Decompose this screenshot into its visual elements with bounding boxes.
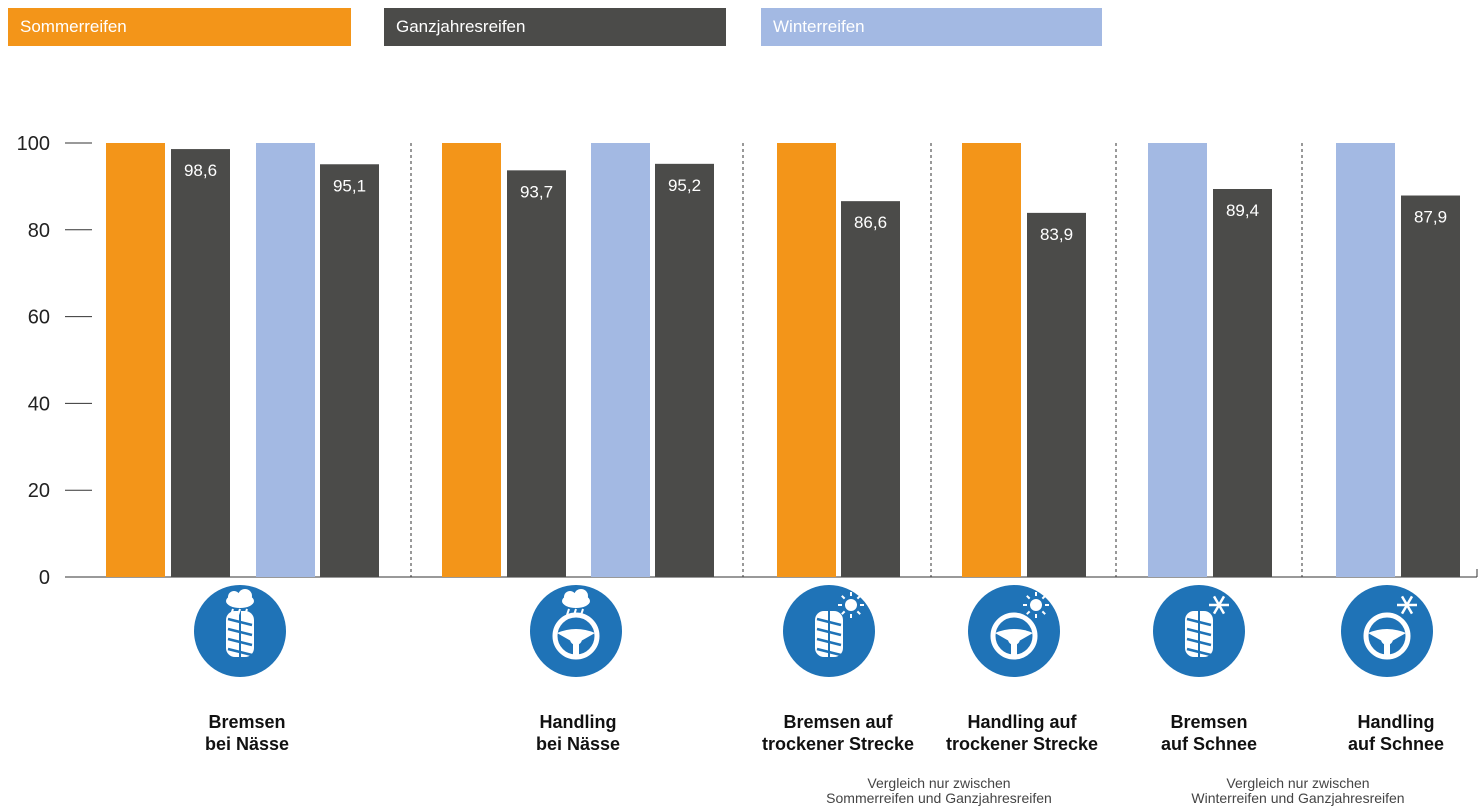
steering-wheel-snow-icon <box>1341 585 1433 677</box>
bar-ganzjahresreifen <box>171 149 230 578</box>
bar-winterreifen <box>1148 143 1207 577</box>
bar-winterreifen <box>591 143 650 577</box>
category-label-handling-naesse: Handling bei Nässe <box>468 711 688 755</box>
y-tick-label: 40 <box>28 393 50 415</box>
bar-value-label: 93,7 <box>520 182 553 201</box>
legend-label-sommerreifen: Sommerreifen <box>20 17 127 36</box>
tire-rain-icon <box>194 585 286 677</box>
legend-item-winterreifen: Winterreifen <box>761 8 1102 46</box>
bar-ganzjahresreifen <box>320 164 379 578</box>
bar-value-label: 95,2 <box>668 176 701 195</box>
note-sommer-ganzjahr: Vergleich nur zwischen Sommerreifen und … <box>789 776 1089 806</box>
category-label-line2: auf Schnee <box>1347 734 1445 754</box>
category-label-handling-schnee: Handling auf Schnee <box>1286 711 1483 755</box>
bar-value-label: 87,9 <box>1414 208 1447 227</box>
bar-ganzjahresreifen <box>1401 195 1460 577</box>
bar-sommerreifen <box>962 143 1021 577</box>
bar-winterreifen <box>256 143 315 577</box>
bar-value-label: 86,6 <box>854 213 887 232</box>
legend-label-winterreifen: Winterreifen <box>773 17 865 36</box>
bar-ganzjahresreifen <box>841 201 900 577</box>
legend-item-sommerreifen: Sommerreifen <box>8 8 351 46</box>
steering-wheel-rain-icon <box>530 585 622 677</box>
bar-ganzjahresreifen <box>507 170 566 578</box>
category-label-line1: Bremsen <box>1170 712 1248 732</box>
bar-sommerreifen <box>106 143 165 577</box>
note-line1: Vergleich nur zwischen <box>1226 775 1370 791</box>
bar-ganzjahresreifen <box>1213 189 1272 577</box>
chart-category-icons <box>194 585 1433 677</box>
category-label-bremsen-schnee: Bremsen auf Schnee <box>1099 711 1319 755</box>
bar-value-label: 83,9 <box>1040 225 1073 244</box>
category-label-line2: bei Nässe <box>204 734 290 754</box>
category-label-line1: Handling <box>539 712 617 732</box>
note-line2: Sommerreifen und Ganzjahresreifen <box>826 790 1052 806</box>
category-label-line2: trockener Strecke <box>945 734 1099 754</box>
bar-value-label: 98,6 <box>184 161 217 180</box>
category-label-line1: Bremsen auf <box>783 712 893 732</box>
chart-bars: 98,6 95,1 93,7 95,2 86,6 83,9 89,4 87,9 <box>106 143 1460 578</box>
note-winter-ganzjahr: Vergleich nur zwischen Winterreifen und … <box>1148 776 1448 806</box>
y-tick-label: 0 <box>39 567 50 589</box>
bar-value-label: 95,1 <box>333 176 366 195</box>
category-label-line1: Handling <box>1357 712 1435 732</box>
bar-ganzjahresreifen <box>1027 212 1086 577</box>
bar-winterreifen <box>1336 143 1395 577</box>
note-line2: Winterreifen und Ganzjahresreifen <box>1191 790 1405 806</box>
note-line1: Vergleich nur zwischen <box>867 775 1011 791</box>
category-label-bremsen-trocken: Bremsen auf trockener Strecke <box>728 711 948 755</box>
category-label-line2: trockener Strecke <box>761 734 915 754</box>
bar-ganzjahresreifen <box>655 163 714 577</box>
tire-sun-icon <box>783 585 875 677</box>
y-tick-label: 80 <box>28 220 50 242</box>
legend-label-ganzjahresreifen: Ganzjahresreifen <box>396 17 526 36</box>
bar-sommerreifen <box>777 143 836 577</box>
bar-value-label: 89,4 <box>1226 201 1259 220</box>
y-tick-label: 100 <box>17 133 50 155</box>
category-label-line2: auf Schnee <box>1160 734 1258 754</box>
steering-wheel-sun-icon <box>968 585 1060 677</box>
category-label-bremsen-naesse: Bremsen bei Nässe <box>137 711 357 755</box>
tire-snow-icon <box>1153 585 1245 677</box>
category-label-line1: Handling auf <box>967 712 1077 732</box>
y-tick-label: 60 <box>28 307 50 329</box>
category-label-line2: bei Nässe <box>535 734 621 754</box>
bar-sommerreifen <box>442 143 501 577</box>
bar-chart: 0 20 40 60 80 100 98,6 95,1 93,7 95,2 86,6 83,9 89,… <box>17 133 1478 677</box>
y-tick-label: 20 <box>28 480 50 502</box>
category-label-handling-trocken: Handling auf trockener Strecke <box>912 711 1132 755</box>
category-label-line1: Bremsen <box>208 712 286 732</box>
legend-item-ganzjahresreifen: Ganzjahresreifen <box>384 8 726 46</box>
